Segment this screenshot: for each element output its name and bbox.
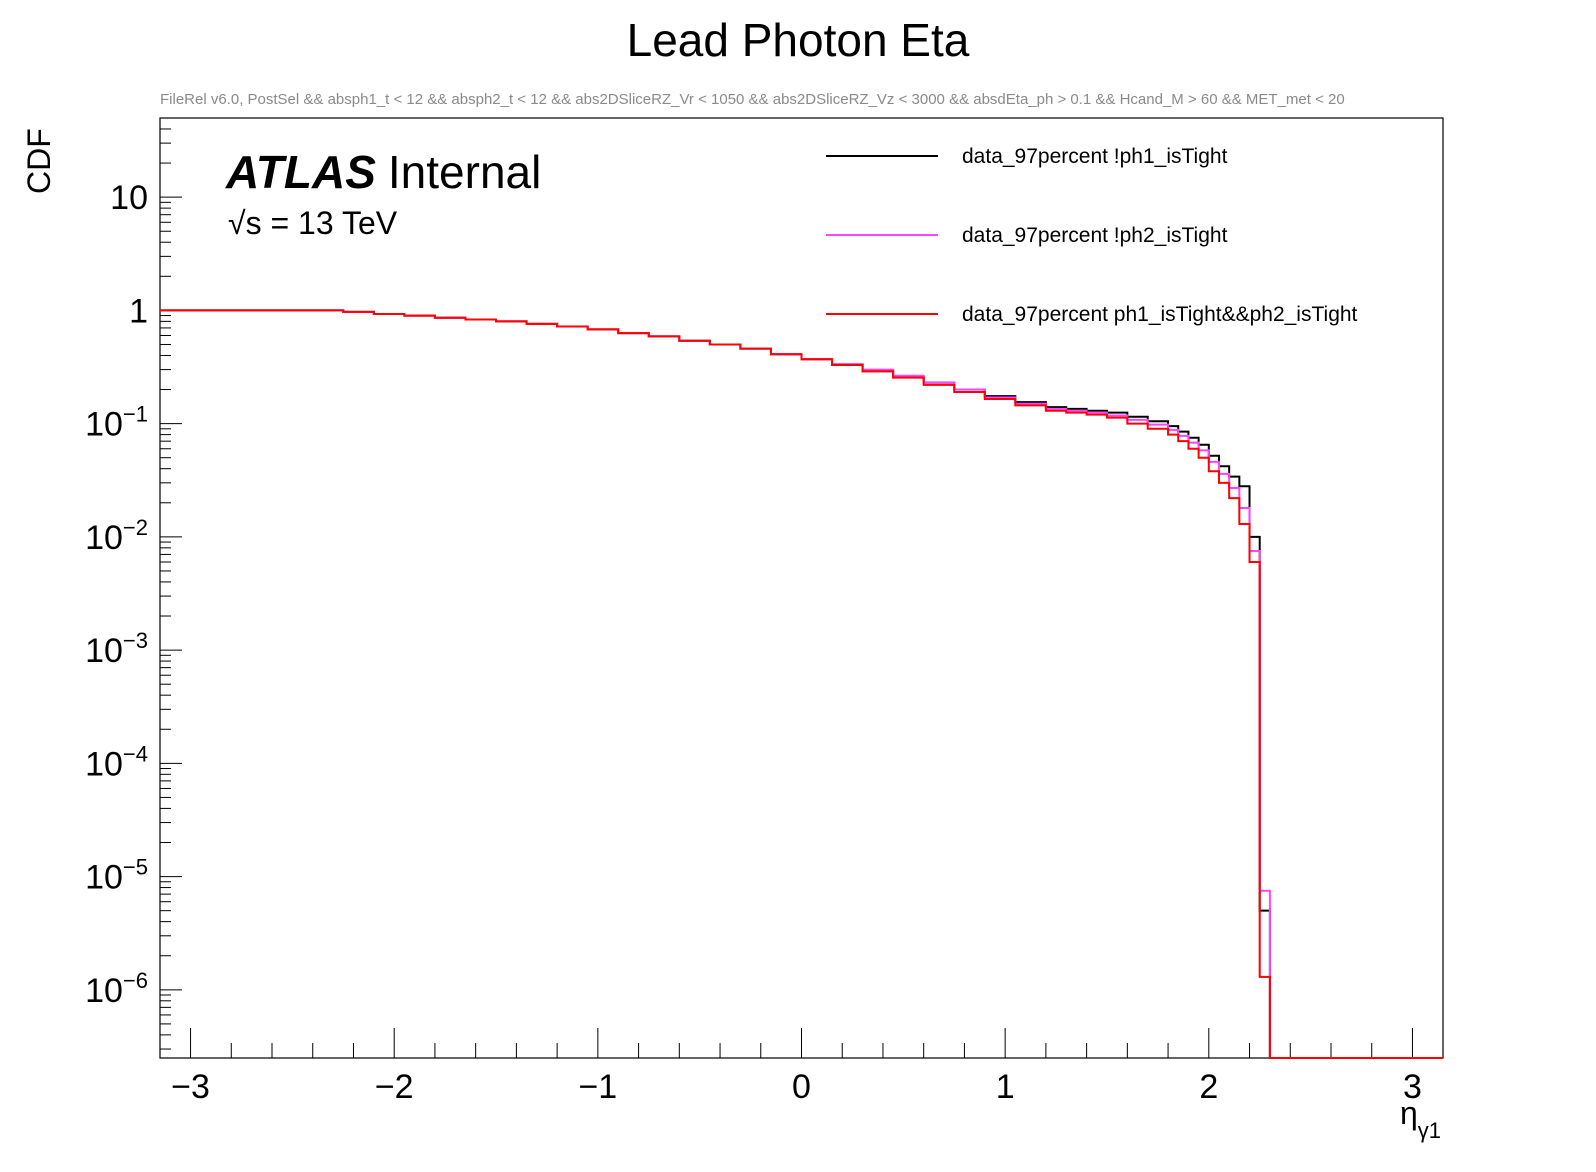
legend: data_97percent !ph1_isTight data_97percen… xyxy=(826,145,1358,326)
atlas-internal-text: Internal xyxy=(388,146,541,198)
y-tick-label: 10−5 xyxy=(85,855,148,897)
x-axis-label-sub: γ1 xyxy=(1418,1118,1441,1143)
plot-frame xyxy=(159,117,1444,1059)
plot-area-border xyxy=(159,117,1444,1059)
y-tick-exponent: −4 xyxy=(123,741,148,766)
series-line-1 xyxy=(160,309,1443,1059)
y-tick-base: 10 xyxy=(85,406,123,444)
y-tick-label: 10−6 xyxy=(85,968,148,1010)
y-tick-base: 10 xyxy=(85,745,123,783)
x-tick-label: 1 xyxy=(996,1068,1015,1106)
y-tick-exponent: −2 xyxy=(123,515,148,540)
x-axis: −3 −2 −1 0 1 2 3 xyxy=(171,1028,1422,1106)
y-tick-exponent: −3 xyxy=(123,628,148,653)
energy-label: √s = 13 TeV xyxy=(228,205,398,241)
y-tick-exponent: −6 xyxy=(123,968,148,993)
legend-label-3: data_97percent ph1_isTight&&ph2_isTight xyxy=(962,303,1358,326)
x-tick-label: −2 xyxy=(375,1068,414,1106)
x-tick-label: 3 xyxy=(1403,1068,1422,1106)
y-tick-exponent: −1 xyxy=(123,402,148,427)
y-axis-label: CDF xyxy=(21,128,57,194)
x-tick-label: −3 xyxy=(171,1068,210,1106)
energy-sqrt-text: √s xyxy=(228,205,262,241)
atlas-label: ATLAS Internal xyxy=(225,146,541,198)
y-tick-label: 10−3 xyxy=(85,628,148,670)
chart-title: Lead Photon Eta xyxy=(627,14,970,66)
chart-subtitle: FileRel v6.0, PostSel && absph1_t < 12 &… xyxy=(160,91,1345,108)
y-tick-base: 10 xyxy=(85,972,123,1010)
y-tick-base: 10 xyxy=(85,632,123,670)
y-tick-label: 10−4 xyxy=(85,741,148,783)
series-line-3 xyxy=(160,309,1443,1059)
y-tick-base: 10 xyxy=(110,179,148,217)
x-tick-label: 0 xyxy=(792,1068,811,1106)
series-layer xyxy=(160,309,1443,1059)
y-tick-base: 10 xyxy=(85,519,123,557)
y-tick-exponent: −5 xyxy=(123,855,148,880)
legend-label-2: data_97percent !ph2_isTight xyxy=(962,224,1228,247)
x-tick-label: −1 xyxy=(578,1068,617,1106)
x-tick-label: 2 xyxy=(1199,1068,1218,1106)
y-tick-label: 10−1 xyxy=(85,402,148,444)
series-line-2 xyxy=(160,309,1443,1059)
energy-value-text: = 13 TeV xyxy=(262,205,398,241)
x-axis-label: ηγ1 xyxy=(1400,1095,1441,1143)
legend-label-1: data_97percent !ph1_isTight xyxy=(962,145,1228,168)
y-tick-base: 10 xyxy=(85,859,123,897)
x-axis-label-main: η xyxy=(1400,1095,1418,1131)
atlas-bold-text: ATLAS xyxy=(225,146,376,198)
y-tick-label: 1 xyxy=(129,292,148,330)
y-tick-base: 1 xyxy=(129,292,148,330)
y-tick-label: 10 xyxy=(110,179,148,217)
y-tick-label: 10−2 xyxy=(85,515,148,557)
